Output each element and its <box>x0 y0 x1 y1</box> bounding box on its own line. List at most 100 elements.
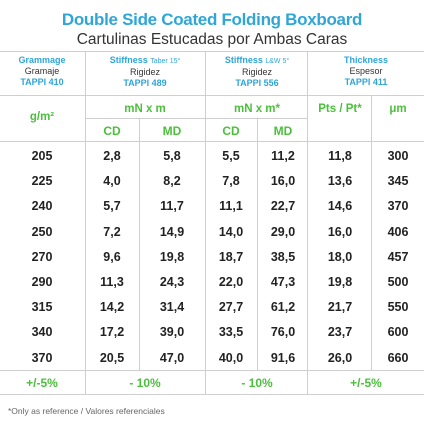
table-cell-l-md: 76,0 <box>270 325 296 340</box>
table-cell-l-cd: 18,7 <box>218 249 244 264</box>
table-cell-l-cd: 5,5 <box>222 149 240 163</box>
table-cell-um: 660 <box>387 350 409 365</box>
table-cell-um: 500 <box>387 275 409 289</box>
table-cell-t-cd: 11,3 <box>100 275 124 289</box>
divider <box>0 394 424 395</box>
table-subtitle: Cartulinas Estucadas por Ambas Caras <box>76 31 348 48</box>
table-cell-g: 370 <box>31 350 53 365</box>
table-cell-t-md: 47,0 <box>159 350 185 365</box>
table-row: 315 14,2 31,4 27,7 61,2 21,7 550 <box>0 295 424 323</box>
table-row: 205 2,8 5,8 5,5 11,2 11,8 300 <box>0 144 424 172</box>
unit-taber: mN x m <box>124 103 166 115</box>
table-cell-pts: 14,6 <box>327 199 353 214</box>
table-cell-pts: 16,0 <box>327 224 353 239</box>
table-cell-t-md: 31,4 <box>159 300 185 315</box>
table-cell-l-md: 11,2 <box>271 149 295 163</box>
divider <box>86 118 308 119</box>
table-cell-pts: 18,0 <box>327 249 353 264</box>
table-cell-t-md: 14,9 <box>159 224 185 239</box>
footnote: *Only as reference / Valores referencial… <box>8 406 165 416</box>
table-row: 250 7,2 14,9 14,0 29,0 16,0 406 <box>0 220 424 248</box>
divider <box>0 95 424 96</box>
table-row: 340 17,2 39,0 33,5 76,0 23,7 600 <box>0 320 424 348</box>
tolerance-grammage: +/-5% <box>26 376 58 390</box>
table-cell-t-cd: 9,6 <box>103 249 121 264</box>
table-cell-t-md: 39,0 <box>159 325 185 340</box>
table-cell-l-cd: 7,8 <box>222 174 240 189</box>
table-cell-l-md: 16,0 <box>270 174 296 189</box>
table-cell-pts: 26,0 <box>327 350 353 365</box>
table-cell-l-cd: 40,0 <box>218 350 244 365</box>
table-cell-l-cd: 14,0 <box>218 224 244 239</box>
divider <box>371 95 372 370</box>
divider <box>205 51 206 394</box>
divider <box>0 370 424 371</box>
table-cell-um: 550 <box>387 300 409 315</box>
table-cell-g: 290 <box>31 275 53 289</box>
unit-um: μm <box>389 103 407 115</box>
table-title: Double Side Coated Folding Boxboard <box>61 10 363 29</box>
subheader-cd: CD <box>103 124 121 138</box>
unit-pts: Pts / Pt* <box>318 103 362 115</box>
table-cell-l-md: 38,5 <box>270 249 296 264</box>
tolerance-thickness: +/-5% <box>350 376 382 390</box>
table-cell-g: 315 <box>31 300 53 315</box>
table-cell-pts: 13,6 <box>327 174 353 189</box>
divider <box>85 51 86 394</box>
table-cell-g: 340 <box>31 325 53 340</box>
table-cell-l-md: 22,7 <box>270 199 296 214</box>
unit-grammage: g/m² <box>29 111 55 123</box>
table-cell-t-cd: 2,8 <box>103 149 121 163</box>
table-cell-um: 406 <box>387 224 409 239</box>
table-cell-l-cd: 22,0 <box>218 275 244 289</box>
thickness-header: Thickness Espesor TAPPI 411 <box>343 55 389 87</box>
table-cell-g: 240 <box>31 199 53 214</box>
table-cell-pts: 23,7 <box>327 325 353 340</box>
unit-lw: mN x m* <box>233 103 281 115</box>
subheader-md: MD <box>273 124 293 138</box>
table-cell-t-md: 5,8 <box>163 149 181 163</box>
divider <box>139 118 140 370</box>
table-cell-g: 225 <box>31 174 53 189</box>
table-cell-l-md: 61,2 <box>270 300 296 315</box>
table-cell-t-cd: 4,0 <box>103 174 121 189</box>
tolerance-lw: - 10% <box>241 376 273 390</box>
table-cell-t-md: 11,7 <box>160 199 184 214</box>
table-cell-t-md: 19,8 <box>159 249 185 264</box>
table-row: 240 5,7 11,7 11,1 22,7 14,6 370 <box>0 194 424 222</box>
table-cell-t-cd: 14,2 <box>99 300 125 315</box>
grammage-header: Grammage Gramaje TAPPI 410 <box>18 55 66 87</box>
divider <box>0 51 424 52</box>
table-row: 225 4,0 8,2 7,8 16,0 13,6 345 <box>0 169 424 197</box>
table-cell-pts: 11,8 <box>328 149 352 163</box>
table-cell-t-md: 24,3 <box>159 275 185 289</box>
table-cell-l-cd: 27,7 <box>218 300 244 315</box>
table-cell-l-md: 91,6 <box>270 350 296 365</box>
table-cell-l-md: 47,3 <box>270 275 296 289</box>
table-cell-l-md: 29,0 <box>270 224 296 239</box>
table-cell-t-cd: 20,5 <box>99 350 125 365</box>
table-cell-l-cd: 11,1 <box>219 199 243 214</box>
table-row: 270 9,6 19,8 18,7 38,5 18,0 457 <box>0 245 424 273</box>
table-cell-g: 205 <box>31 149 53 163</box>
table-cell-pts: 21,7 <box>327 300 353 315</box>
table-cell-t-md: 8,2 <box>163 174 181 189</box>
table-cell-g: 270 <box>31 249 53 264</box>
table-cell-l-cd: 33,5 <box>218 325 244 340</box>
divider <box>0 141 424 142</box>
table-cell-um: 300 <box>387 149 409 163</box>
table-cell-t-cd: 17,2 <box>99 325 125 340</box>
subheader-cd: CD <box>222 124 240 138</box>
divider <box>257 118 258 370</box>
tolerance-taber: - 10% <box>129 376 161 390</box>
table-cell-um: 345 <box>387 174 409 189</box>
table-row: 290 11,3 24,3 22,0 47,3 19,8 500 <box>0 270 424 298</box>
table-cell-um: 457 <box>387 249 409 264</box>
divider <box>307 51 308 394</box>
table-cell-pts: 19,8 <box>327 275 353 289</box>
stiffness-lw-header: Stiffness L&W 5° Rigidez TAPPI 556 <box>224 55 290 88</box>
subheader-md: MD <box>162 124 182 138</box>
table-cell-um: 370 <box>387 199 409 214</box>
table-cell-t-cd: 5,7 <box>103 199 121 214</box>
stiffness-taber-header: Stiffness Taber 15° Rigidez TAPPI 489 <box>109 55 181 88</box>
